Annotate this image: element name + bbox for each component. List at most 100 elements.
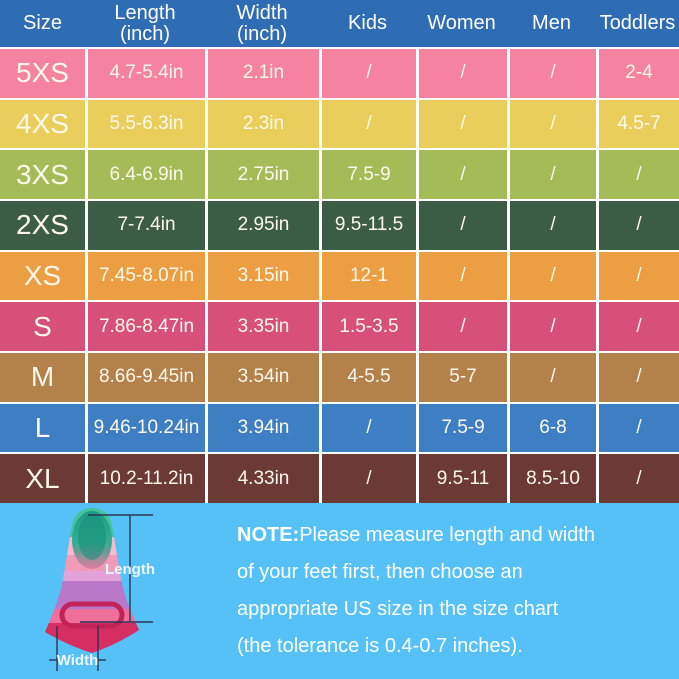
size-cell: XL bbox=[0, 454, 85, 504]
table-cell: 5.5-6.3in bbox=[88, 99, 205, 149]
size-cell: M bbox=[0, 353, 85, 402]
width-label: Width bbox=[57, 652, 99, 669]
table-cell: 4.33in bbox=[208, 454, 319, 504]
table-cell: / bbox=[419, 201, 507, 250]
table-cell: / bbox=[599, 302, 679, 352]
table-cell: / bbox=[599, 251, 679, 301]
note-line-text: Please measure length and width bbox=[299, 524, 595, 546]
table-cell: 2.3in bbox=[208, 99, 319, 149]
column-header-women: Women bbox=[427, 13, 496, 34]
size-cell: XS bbox=[0, 251, 85, 301]
header-line: Women bbox=[427, 12, 496, 34]
table-cell: 7.45-8.07in bbox=[88, 251, 205, 301]
column-header-length: Length (inch) bbox=[114, 1, 176, 45]
table-cell: 7.86-8.47in bbox=[88, 302, 205, 352]
swim-fin-illustration: Length Width bbox=[45, 508, 155, 671]
size-cell: 2XS bbox=[0, 201, 85, 250]
size-cell: 4XS bbox=[0, 99, 85, 149]
header-line: Width bbox=[236, 1, 288, 24]
size-table: Size Length (inch) Width (inch) Kids Wom… bbox=[0, 0, 679, 504]
table-cell: 4-5.5 bbox=[322, 353, 416, 402]
table-cell: 3.54in bbox=[208, 353, 319, 402]
table-cell: 9.5-11 bbox=[419, 454, 507, 504]
table-row: S 7.86-8.47in 3.35in 1.5-3.5// / bbox=[0, 302, 679, 352]
table-cell: / bbox=[419, 251, 507, 301]
table-cell: 5-7 bbox=[419, 353, 507, 402]
table-row: 3XS 6.4-6.9in 2.75in 7.5-9// / bbox=[0, 150, 679, 200]
table-cell: / bbox=[510, 49, 596, 98]
table-cell: / bbox=[599, 454, 679, 504]
table-cell: / bbox=[322, 49, 416, 98]
fin-body bbox=[45, 508, 139, 653]
table-cell: / bbox=[419, 150, 507, 200]
table-row: M 8.66-9.45in 3.54in 4-5.5 5-7// bbox=[0, 353, 679, 402]
header-line: Length bbox=[114, 1, 176, 24]
table-cell: 3.15in bbox=[208, 251, 319, 301]
table-cell: 2-4 bbox=[599, 49, 679, 98]
table-cell: / bbox=[599, 403, 679, 453]
table-row: 4XS 5.5-6.3in 2.3in / //4.5-7 bbox=[0, 99, 679, 149]
table-cell: 2.95in bbox=[208, 201, 319, 250]
table-cell: / bbox=[599, 150, 679, 200]
table-cell: 7.5-9 bbox=[419, 403, 507, 453]
table-cell: 1.5-3.5 bbox=[322, 302, 416, 352]
table-cell: 10.2-11.2in bbox=[88, 454, 205, 504]
header-line: Men bbox=[532, 12, 571, 34]
header-line: (inch) bbox=[119, 22, 170, 45]
size-cell: L bbox=[0, 403, 85, 453]
table-row: L 9.46-10.24in 3.94in/7.5-9 6-8/ bbox=[0, 403, 679, 453]
length-label: Length bbox=[105, 561, 155, 578]
table-cell: 6-8 bbox=[510, 403, 596, 453]
table-cell: 7.5-9 bbox=[322, 150, 416, 200]
table-cell: / bbox=[322, 403, 416, 453]
fin-heel-strap bbox=[59, 601, 125, 629]
table-row: 2XS 7-7.4in 2.95in 9.5-11.5// / bbox=[0, 201, 679, 250]
table-cell: / bbox=[322, 454, 416, 504]
table-cell: 9.5-11.5 bbox=[322, 201, 416, 250]
column-header-toddlers: Toddlers bbox=[600, 13, 676, 34]
table-cell: 4.7-5.4in bbox=[88, 49, 205, 98]
footer-panel: Length Width NOTE:Please measure length … bbox=[0, 503, 679, 679]
table-cell: / bbox=[510, 353, 596, 402]
length-measure-lines bbox=[80, 514, 153, 623]
column-header-size: Size bbox=[23, 13, 62, 34]
table-row: XS 7.45-8.07in 3.15in 12-1// / bbox=[0, 251, 679, 301]
table-cell: / bbox=[510, 302, 596, 352]
table-cell: 8.66-9.45in bbox=[88, 353, 205, 402]
table-cell: / bbox=[510, 201, 596, 250]
size-cell: S bbox=[0, 302, 85, 352]
table-cell: 7-7.4in bbox=[88, 201, 205, 250]
table-cell: 4.5-7 bbox=[599, 99, 679, 149]
note-line: (the tolerance is 0.4-0.7 inches). bbox=[237, 635, 523, 657]
table-cell: 3.94in bbox=[208, 403, 319, 453]
size-cell: 3XS bbox=[0, 150, 85, 200]
table-cell: / bbox=[322, 99, 416, 149]
header-line: Size bbox=[23, 12, 62, 34]
table-cell: / bbox=[599, 201, 679, 250]
table-rows: 5XS 4.7-5.4in 2.1in / //2-4 4XS 5.5-6.3in 2.3in… bbox=[0, 47, 679, 504]
table-cell: 8.5-10 bbox=[510, 454, 596, 504]
note-line: of your feet first, then choose an bbox=[237, 561, 523, 583]
column-header-men: Men bbox=[532, 13, 571, 34]
table-cell: / bbox=[510, 251, 596, 301]
header-line: Kids bbox=[348, 12, 387, 34]
column-header-width: Width (inch) bbox=[236, 1, 288, 45]
note-bold-prefix: NOTE: bbox=[237, 524, 300, 546]
table-cell: / bbox=[419, 99, 507, 149]
table-row: 5XS 4.7-5.4in 2.1in / //2-4 bbox=[0, 49, 679, 98]
table-header-row: Size Length (inch) Width (inch) Kids Wom… bbox=[0, 0, 679, 47]
header-line: (inch) bbox=[236, 22, 287, 45]
table-row: XL 10.2-11.2in 4.33in/9.5-11 8.5-10/ bbox=[0, 454, 679, 504]
size-cell: 5XS bbox=[0, 49, 85, 98]
table-cell: 2.75in bbox=[208, 150, 319, 200]
table-cell: 12-1 bbox=[322, 251, 416, 301]
table-cell: 2.1in bbox=[208, 49, 319, 98]
note-text: NOTE:Please measure length and width of … bbox=[237, 517, 667, 665]
table-cell: / bbox=[510, 150, 596, 200]
header-line: Toddlers bbox=[599, 12, 676, 34]
table-cell: / bbox=[510, 99, 596, 149]
note-line: appropriate US size in the size chart bbox=[237, 598, 559, 620]
table-cell: 9.46-10.24in bbox=[88, 403, 205, 453]
table-cell: / bbox=[599, 353, 679, 402]
